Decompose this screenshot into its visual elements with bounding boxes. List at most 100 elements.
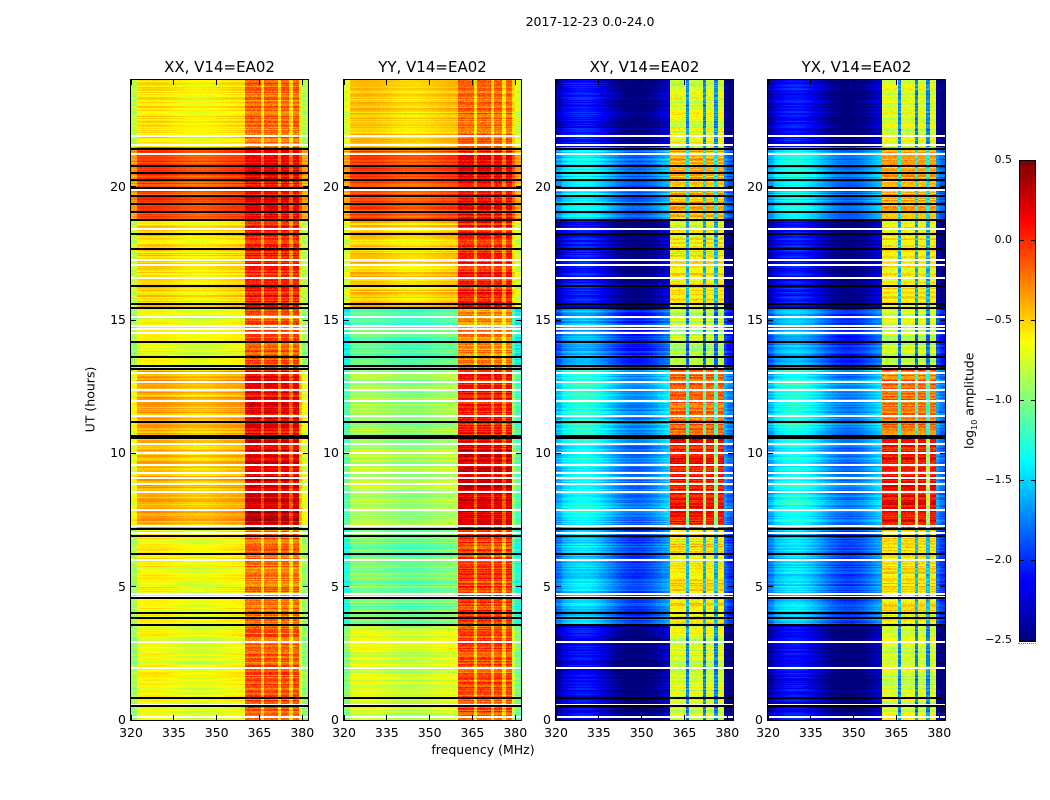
x-tick [386, 715, 388, 720]
x-tick [683, 80, 685, 85]
y-tick-label: 10 [110, 445, 126, 461]
x-tick-label: 380 [715, 725, 740, 740]
x-tick [895, 715, 897, 720]
panel-yx: YX, V14=EA02 320 335 350 365 380 0 5 10 15 20 [747, 58, 951, 740]
x-tick [216, 715, 218, 720]
y-tick [768, 186, 773, 188]
colorbar-tick [1020, 240, 1024, 241]
y-tick [556, 319, 561, 321]
y-tick [728, 319, 733, 321]
x-tick-label: 335 [161, 725, 186, 740]
y-tick-label: 5 [331, 578, 339, 594]
heatmap-xy [556, 80, 733, 720]
x-tick [726, 715, 728, 720]
y-tick-label: 5 [118, 578, 126, 594]
x-tick [938, 715, 940, 720]
x-tick-label: 380 [503, 725, 528, 740]
x-tick [173, 80, 175, 85]
y-tick [768, 452, 773, 454]
colorbar-tick [1020, 400, 1024, 401]
colorbar-tick [1020, 480, 1024, 481]
y-tick-label: 15 [535, 312, 551, 327]
x-tick [386, 80, 388, 85]
x-tick [641, 80, 643, 85]
y-tick [516, 186, 521, 188]
y-tick-label: 10 [747, 445, 763, 461]
colorbar-tick [1020, 160, 1024, 161]
x-tick-label: 380 [290, 725, 315, 740]
x-tick [641, 715, 643, 720]
x-tick [301, 80, 303, 85]
colorbar [1019, 160, 1036, 642]
colorbar-tick [1031, 320, 1035, 321]
colorbar-tick [1031, 560, 1035, 561]
colorbar-tick [1031, 240, 1035, 241]
y-tick [303, 719, 308, 721]
colorbar-tick [1031, 640, 1035, 641]
y-tick [516, 719, 521, 721]
colorbar-tick [1020, 560, 1024, 561]
x-tick-label: 320 [119, 725, 143, 740]
y-tick [131, 186, 136, 188]
y-tick [344, 452, 349, 454]
x-tick [853, 715, 855, 720]
y-tick [940, 186, 945, 188]
x-tick-label: 380 [927, 725, 952, 740]
heatmap-xx [131, 80, 308, 720]
x-tick-label: 350 [417, 725, 442, 740]
panel-title: YY, V14=EA02 [378, 58, 487, 76]
y-tick-label: 15 [110, 312, 126, 327]
x-tick-label: 365 [460, 725, 485, 740]
y-tick [303, 319, 308, 321]
y-tick [556, 452, 561, 454]
y-tick-label: 5 [755, 578, 763, 594]
colorbar-tick-label: −1.0 [985, 393, 1012, 406]
y-tick-label: 20 [323, 178, 339, 194]
y-axis-label: UT (hours) [82, 366, 98, 433]
y-tick [131, 452, 136, 454]
y-tick-label: 20 [110, 178, 126, 194]
y-tick [940, 719, 945, 721]
x-tick [301, 715, 303, 720]
x-tick [726, 80, 728, 85]
y-tick-label: 0 [331, 712, 339, 727]
x-tick-label: 350 [841, 725, 866, 740]
y-tick [940, 319, 945, 321]
y-tick [940, 586, 945, 588]
x-tick [471, 80, 473, 85]
y-tick [516, 586, 521, 588]
y-tick [516, 452, 521, 454]
x-axis-label: frequency (MHz) [431, 742, 535, 757]
y-tick [768, 586, 773, 588]
colorbar-tick [1031, 400, 1035, 401]
x-tick-label: 335 [798, 725, 823, 740]
y-tick [131, 586, 136, 588]
x-tick [130, 715, 132, 720]
heatmap-yy [344, 80, 521, 720]
colorbar-label-suffix: amplitude [961, 352, 977, 420]
x-tick [343, 715, 345, 720]
colorbar-tick [1031, 160, 1035, 161]
colorbar-tick-label: −2.0 [985, 553, 1012, 566]
x-tick [258, 715, 260, 720]
figure-suptitle: 2017-12-23 0.0-24.0 [525, 14, 655, 29]
y-tick-label: 10 [323, 445, 339, 461]
y-tick [516, 319, 521, 321]
x-tick [429, 80, 431, 85]
y-tick [344, 719, 349, 721]
x-tick [429, 715, 431, 720]
y-tick-label: 15 [323, 312, 339, 327]
colorbar-extension-marker [1018, 643, 1036, 644]
colorbar-tick [1031, 480, 1035, 481]
x-tick [683, 715, 685, 720]
x-tick [767, 715, 769, 720]
panel-yy: YY, V14=EA02 320 335 350 365 380 0 5 10 15 20 [323, 58, 527, 740]
y-tick [768, 319, 773, 321]
x-tick-label: 365 [672, 725, 697, 740]
panel-title: XY, V14=EA02 [589, 58, 700, 76]
x-tick [216, 80, 218, 85]
y-tick [303, 452, 308, 454]
x-tick [895, 80, 897, 85]
y-tick [303, 586, 308, 588]
colorbar-label-prefix: log [961, 429, 977, 449]
